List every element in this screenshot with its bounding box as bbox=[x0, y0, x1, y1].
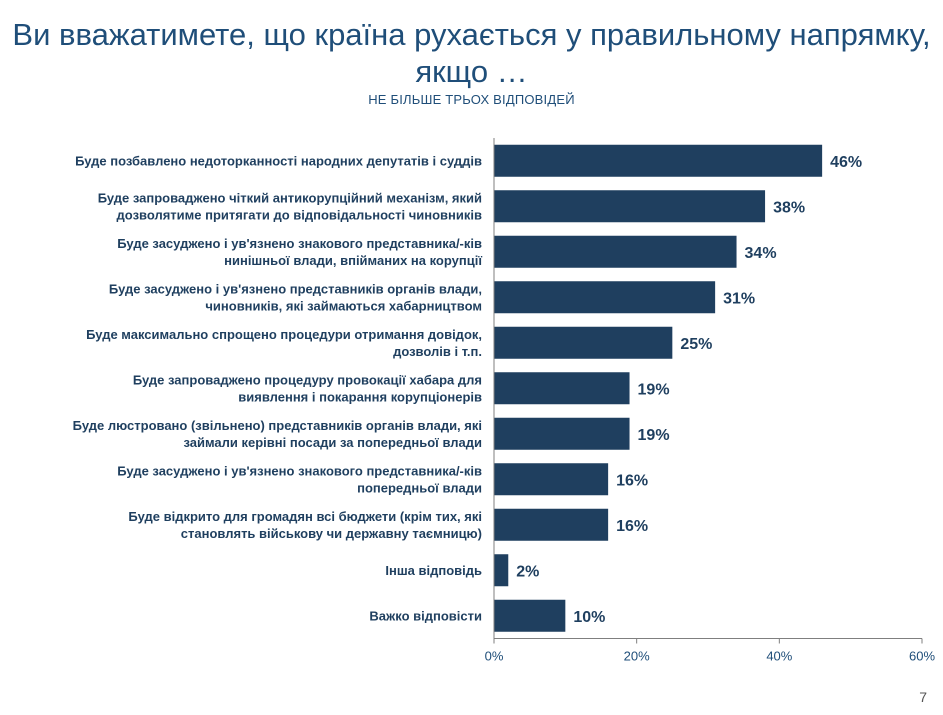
bar-value-label: 46% bbox=[830, 154, 862, 171]
bar bbox=[494, 326, 673, 359]
bar bbox=[494, 599, 566, 632]
x-tick-label: 40% bbox=[766, 649, 792, 664]
x-tick-label: 0% bbox=[485, 649, 504, 664]
chart-title: Ви вважатимете, що країна рухається у пр… bbox=[12, 17, 931, 89]
category-label: Буде відкрито для громадян всі бюджети (… bbox=[128, 509, 482, 524]
bar-value-label: 2% bbox=[516, 563, 539, 580]
bar bbox=[494, 235, 737, 268]
category-label: становлять військову чи державну таємниц… bbox=[181, 526, 482, 541]
bar-value-label: 16% bbox=[616, 518, 648, 535]
bar-value-label: 25% bbox=[680, 336, 712, 353]
category-label: Буде максимально спрощено процедури отри… bbox=[86, 327, 482, 342]
bar-value-label: 10% bbox=[573, 609, 605, 626]
bar bbox=[494, 190, 766, 223]
bar-value-label: 38% bbox=[773, 199, 805, 216]
category-label: нинішньої влади, впійманих на корупції bbox=[224, 253, 482, 268]
x-tick-label: 20% bbox=[624, 649, 650, 664]
category-label: Буде люстровано (звільнено) представникі… bbox=[73, 418, 482, 433]
category-label: Буде засуджено і ув'язнено знакового пре… bbox=[117, 463, 482, 478]
bar-value-label: 31% bbox=[723, 290, 755, 307]
category-label: чиновників, які займаються хабарництвом bbox=[205, 298, 482, 313]
bar bbox=[494, 417, 630, 450]
bar bbox=[494, 281, 716, 314]
bar bbox=[494, 372, 630, 405]
bar bbox=[494, 554, 509, 587]
category-label: дозволів і т.п. bbox=[393, 344, 482, 359]
category-label: Буде запроваджено процедуру провокації х… bbox=[133, 372, 482, 387]
category-label: займали керівні посади за попередньої вл… bbox=[183, 435, 482, 450]
bar-value-label: 16% bbox=[616, 472, 648, 489]
bar bbox=[494, 144, 823, 177]
x-tick-label: 60% bbox=[909, 649, 935, 664]
bar bbox=[494, 463, 609, 496]
category-label: Важко відповісти bbox=[369, 608, 482, 623]
bar-value-label: 19% bbox=[638, 381, 670, 398]
chart-subtitle: НЕ БІЛЬШЕ ТРЬОХ ВІДПОВІДЕЙ bbox=[368, 92, 575, 107]
category-label: виявлення і покарання корупціонерів bbox=[238, 389, 482, 404]
category-label: дозволятиме притягати до відповідальност… bbox=[117, 207, 482, 222]
category-label: Буде засуджено і ув'язнено знакового пре… bbox=[117, 236, 482, 251]
category-label: Інша відповідь bbox=[385, 563, 482, 578]
bar bbox=[494, 508, 609, 541]
category-label: попередньої влади bbox=[357, 480, 482, 495]
page-number: 7 bbox=[919, 689, 927, 705]
category-label: Буде запроваджено чіткий антикорупційний… bbox=[98, 190, 482, 205]
category-label: Буде позбавлено недоторканності народних… bbox=[75, 153, 482, 168]
bar-value-label: 34% bbox=[745, 245, 777, 262]
category-label: Буде засуджено і ув'язнено представників… bbox=[109, 281, 482, 296]
bar-value-label: 19% bbox=[638, 427, 670, 444]
